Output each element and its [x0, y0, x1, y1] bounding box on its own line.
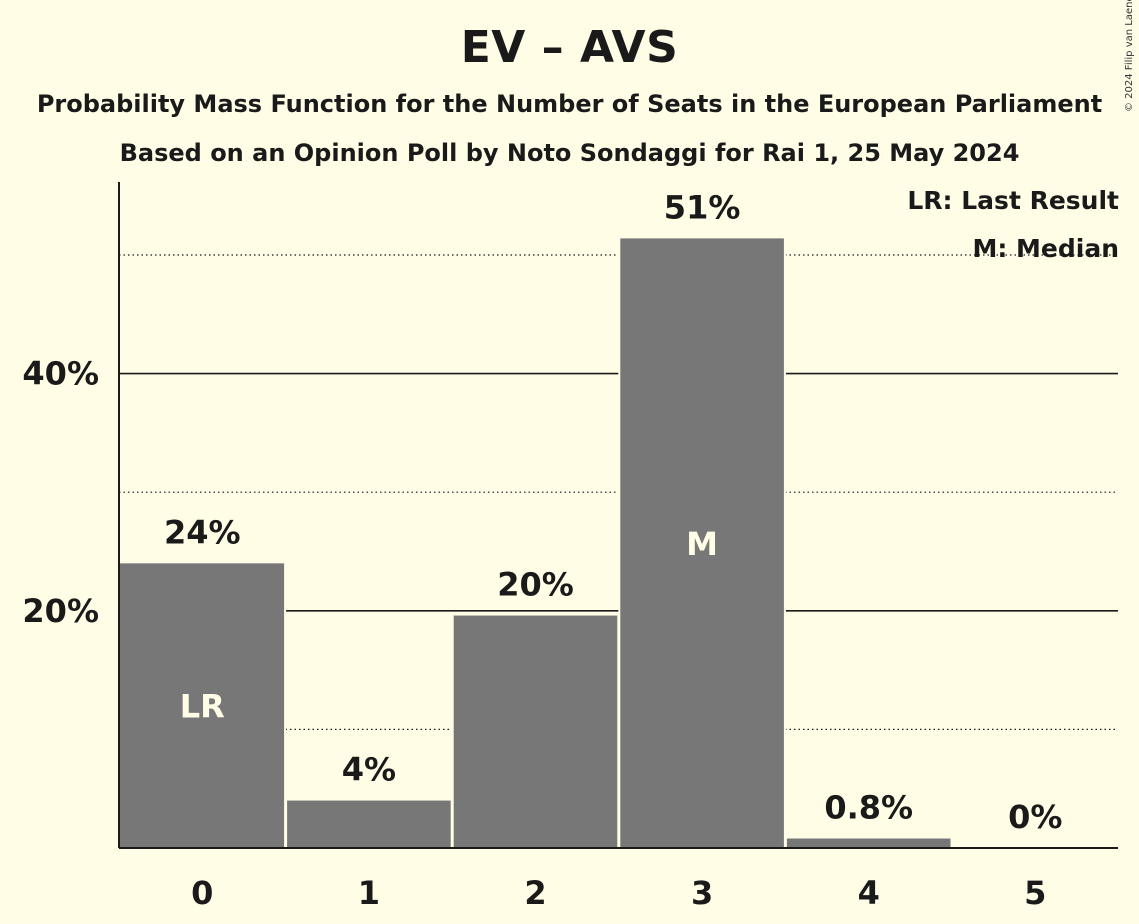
bar-marker-label: M [686, 525, 718, 563]
data-label: 51% [664, 188, 741, 226]
x-tick-label: 2 [524, 874, 546, 912]
chart-title: EV – AVS [460, 22, 679, 73]
bar [119, 563, 285, 848]
data-label: 20% [497, 566, 574, 604]
chart-subtitle: Probability Mass Function for the Number… [36, 90, 1103, 118]
y-tick-label: 20% [22, 592, 99, 630]
legend-median: M: Median [972, 234, 1119, 263]
bar [287, 800, 451, 848]
legend-last-result: LR: Last Result [907, 186, 1119, 215]
bar-marker-label: LR [180, 688, 225, 726]
chart-subtitle-source: Based on an Opinion Poll by Noto Sondagg… [119, 139, 1020, 167]
bar [620, 238, 784, 848]
x-tick-label: 3 [691, 874, 713, 912]
data-label: 4% [342, 751, 396, 789]
data-label: 0% [1008, 798, 1062, 836]
y-tick-label: 40% [22, 355, 99, 393]
x-tick-label: 0 [191, 874, 213, 912]
data-label: 0.8% [824, 789, 913, 827]
x-tick-label: 1 [358, 874, 380, 912]
data-label: 24% [164, 513, 241, 551]
bar [786, 838, 951, 848]
x-tick-label: 5 [1024, 874, 1046, 912]
bar [453, 615, 618, 848]
x-tick-label: 4 [858, 874, 880, 912]
